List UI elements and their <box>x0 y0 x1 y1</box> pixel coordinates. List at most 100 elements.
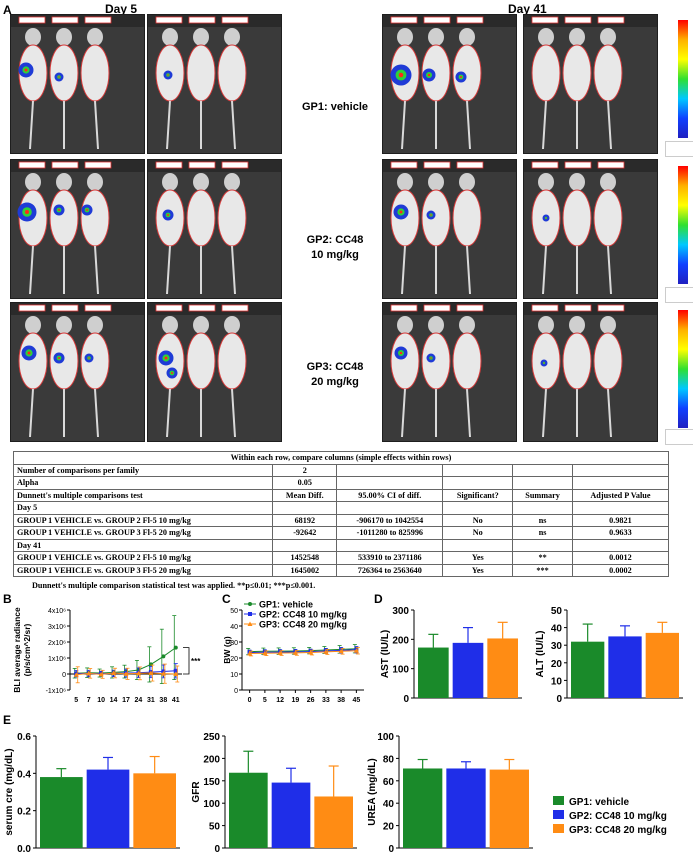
y-axis-label: serum cre (mg/dL) <box>4 748 15 835</box>
mouse-head <box>459 316 475 334</box>
y-tick-label: 20 <box>383 822 395 833</box>
mouse-image-svg <box>148 303 281 438</box>
y-tick-label: 100 <box>203 799 220 810</box>
mouse-image-svg <box>383 160 516 295</box>
bli-mouse-image <box>382 302 517 442</box>
mouse-head <box>56 28 72 46</box>
mouse-head <box>193 173 209 191</box>
legend-label: GP1: vehicle <box>569 797 630 808</box>
bar-3 <box>314 796 353 848</box>
x-tick-label: 5 <box>263 697 267 704</box>
mouse-image-svg <box>383 15 516 150</box>
y-tick-label: 50 <box>230 608 238 615</box>
mouse-tail <box>231 245 236 295</box>
y-tick-label: 30 <box>551 641 563 652</box>
chart-gfr: 250 200 150 100 50 0 GFR <box>191 732 357 854</box>
mouse-body <box>217 44 247 102</box>
series-line <box>249 649 357 654</box>
mouse-body <box>80 44 110 102</box>
mouse-head <box>600 28 616 46</box>
roi-tag <box>564 161 592 169</box>
mouse-tail <box>94 100 99 150</box>
table-cell: No <box>442 513 514 527</box>
roi-tag <box>221 16 249 24</box>
table-cell: ns <box>512 526 573 540</box>
y-tick-label: 3x10⁶ <box>48 624 66 631</box>
bar-2 <box>608 636 642 698</box>
y-tick-label: 100 <box>392 665 409 676</box>
y-tick-label: 200 <box>392 635 409 646</box>
table-cell <box>442 538 514 552</box>
table-cell: GROUP 1 VEHICLE vs. GROUP 3 Fl-5 20 mg/k… <box>12 563 274 577</box>
data-point <box>173 671 179 676</box>
x-tick-label: 26 <box>307 697 315 704</box>
mouse-head <box>397 316 413 334</box>
roi-tag <box>188 16 216 24</box>
x-tick-label: 0 <box>248 697 252 704</box>
mouse-body <box>186 189 216 247</box>
y-tick-label: 40 <box>551 624 563 635</box>
mouse-body <box>186 44 216 102</box>
mouse-body <box>421 189 451 247</box>
legend-e: GP1: vehicle GP2: CC48 10 mg/kg GP3: CC4… <box>553 796 667 838</box>
table-cell <box>512 501 573 515</box>
legend-item: GP2: CC48 10 mg/kg <box>553 810 667 824</box>
y-tick-label: 0 <box>62 672 66 679</box>
roi-tag <box>51 304 79 312</box>
table-cell: ns <box>512 513 573 527</box>
bli-mouse-image <box>10 14 145 154</box>
mouse-head <box>193 316 209 334</box>
data-point <box>98 671 104 677</box>
roi-tag <box>597 304 625 312</box>
data-point <box>73 672 79 677</box>
table-row: Alpha 0.05 <box>12 476 670 490</box>
y-tick-label: 1x10⁶ <box>48 656 66 663</box>
y-tick-label: 100 <box>377 732 394 743</box>
mouse-head <box>162 316 178 334</box>
mouse-tail <box>607 100 612 150</box>
mouse-tail <box>231 388 236 438</box>
mouse-head <box>428 316 444 334</box>
table-cell <box>336 476 444 490</box>
table-cell: 0.05 <box>272 476 338 490</box>
data-point <box>308 650 314 655</box>
y-tick-label: 300 <box>392 606 409 617</box>
table-cell: Alpha <box>12 476 274 490</box>
mouse-head <box>459 173 475 191</box>
bli-mouse-image <box>523 159 658 299</box>
y-tick-label: 0 <box>214 844 220 854</box>
table-row: Dunnett's multiple comparisons test Mean … <box>12 488 670 502</box>
bli-signal <box>58 76 60 78</box>
x-tick-label: 7 <box>87 697 91 704</box>
legend-item: GP3: CC48 20 mg/kg <box>553 824 667 838</box>
bli-signal <box>427 73 431 77</box>
roi-tag <box>155 16 183 24</box>
mouse-body <box>49 332 79 390</box>
roi-tag <box>188 161 216 169</box>
table-cell <box>442 476 514 490</box>
mouse-head <box>428 28 444 46</box>
bli-mouse-image <box>10 302 145 442</box>
bli-signal <box>167 74 169 76</box>
mouse-tail <box>29 245 34 295</box>
roi-tag <box>531 16 559 24</box>
table-cell <box>512 538 573 552</box>
y-tick-label: 20 <box>551 659 563 670</box>
table-footnote: Dunnett's multiple comparison statistica… <box>32 581 316 590</box>
table-cell: GROUP 1 VEHICLE vs. GROUP 2 Fl-5 10 mg/k… <box>12 551 274 565</box>
y-tick-label: 10 <box>551 676 563 687</box>
mouse-head <box>600 316 616 334</box>
y-tick-label: 4x10⁶ <box>48 608 66 615</box>
mouse-head <box>193 28 209 46</box>
mouse-head <box>397 173 413 191</box>
table-cell: GROUP 1 VEHICLE vs. GROUP 2 Fl-5 10 mg/k… <box>12 513 274 527</box>
roi-tag <box>531 304 559 312</box>
mouse-tail <box>29 100 34 150</box>
table-cell: 0.9821 <box>571 513 670 527</box>
radiance-colorscale <box>678 166 688 284</box>
y-tick-label: 40 <box>383 799 395 810</box>
mouse-head <box>162 173 178 191</box>
mouse-image-svg <box>11 160 144 295</box>
y-tick-label: 0 <box>388 844 394 854</box>
y-tick-label: 200 <box>203 754 220 765</box>
